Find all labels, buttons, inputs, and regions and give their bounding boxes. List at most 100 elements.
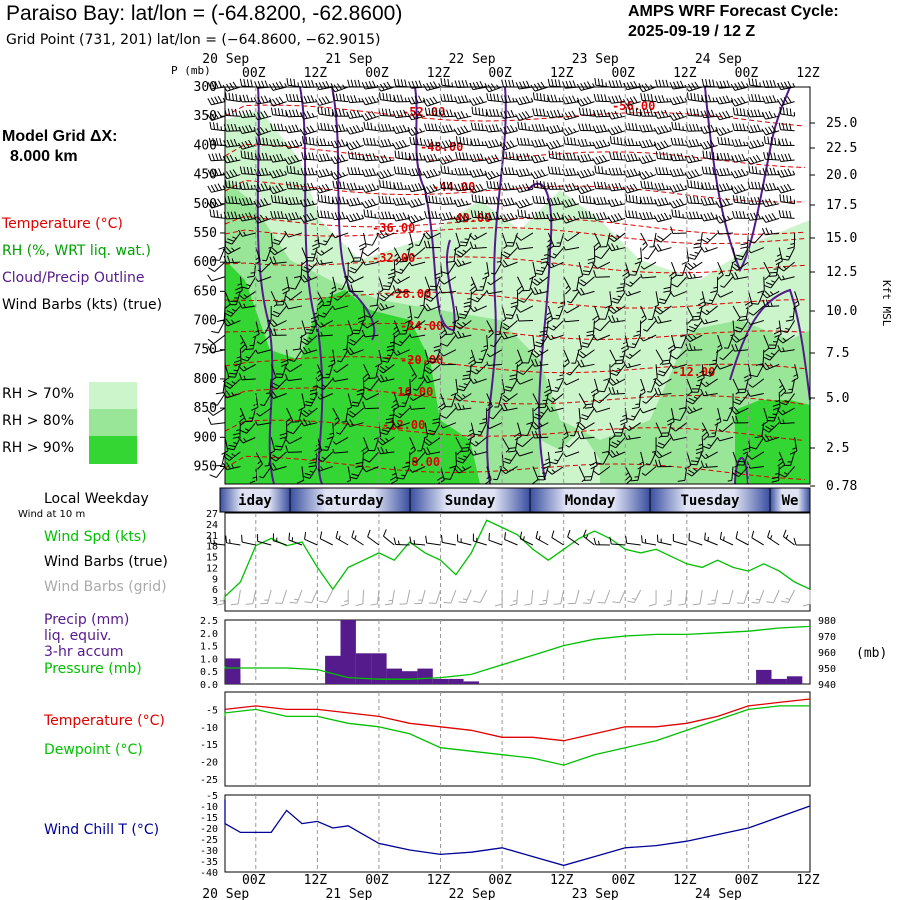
wind-barb — [725, 262, 734, 277]
weekday-cell — [649, 487, 771, 513]
wind-barb — [232, 422, 241, 439]
wind-barb — [609, 152, 626, 161]
wind-barb — [531, 276, 549, 286]
wind-barb — [289, 589, 303, 604]
wind-barb — [268, 184, 287, 195]
wind-barb — [754, 422, 765, 439]
wind-barb — [268, 319, 287, 328]
wind-barb — [422, 231, 441, 240]
wind-barb — [422, 184, 441, 195]
wind-barb — [593, 93, 610, 103]
kft-tick-label: 0.78 — [826, 479, 857, 494]
wind-barb — [703, 364, 719, 377]
wind-barb — [500, 197, 518, 207]
wind-barbs-grid-label: Wind Barbs (grid) — [44, 579, 167, 595]
wind-barb — [643, 320, 657, 332]
wind-barb — [486, 180, 503, 190]
wind-barb — [777, 334, 795, 344]
wind-barb — [654, 387, 672, 396]
top-date-label: 22 Sep — [449, 52, 496, 67]
wind-barb — [547, 94, 564, 103]
wind-barb — [347, 334, 364, 346]
wind-barb — [653, 125, 672, 135]
wind-speed-label: Wind Spd (kts) — [44, 529, 147, 545]
wind-barb — [349, 466, 364, 480]
wind-barb — [720, 276, 734, 288]
weekday-label: Saturday — [316, 493, 384, 509]
legend-rh: RH (%, WRT liq. wat.) — [2, 243, 151, 259]
wind-barb — [701, 166, 718, 176]
cloud-outline — [734, 457, 749, 485]
wind-barb — [627, 589, 642, 603]
weekday-label: Tuesday — [680, 493, 740, 509]
wind-barb — [577, 138, 595, 147]
wind-barb — [407, 126, 426, 137]
wind-barb — [345, 347, 364, 356]
wind-barb — [454, 95, 472, 104]
pressure-line — [224, 625, 811, 680]
dewpoint-label: Dewpoint (°C) — [44, 742, 143, 758]
temperature-contour-label: -24.00 — [400, 319, 443, 333]
wind-barb — [284, 436, 303, 445]
bottom-date-label: 22 Sep — [449, 887, 496, 900]
wind-barb — [486, 289, 503, 295]
wind-barb — [207, 80, 226, 90]
wind-barb — [455, 136, 472, 146]
wind-barb — [393, 78, 410, 88]
pressure-tick-label: 550 — [194, 226, 217, 241]
wind-barb — [592, 139, 611, 150]
wind-barb — [656, 364, 672, 377]
windchill-tick-label: -30 — [200, 846, 218, 857]
precip-bar — [756, 669, 772, 684]
wind-barb — [438, 276, 457, 285]
precip-tick-label: 0.5 — [200, 667, 218, 678]
legend-cloud: Cloud/Precip Outline — [2, 270, 145, 286]
wind-barb — [455, 437, 463, 456]
kft-tick-label: 7.5 — [826, 346, 849, 361]
wind-barb — [472, 533, 487, 546]
temperature-tick-label: -20 — [200, 758, 218, 769]
wind-barb — [423, 363, 441, 374]
wind-barb — [546, 466, 564, 475]
wind-barb — [576, 422, 595, 431]
wind-barb — [458, 589, 472, 604]
pressure-tick-label: 750 — [194, 343, 217, 358]
wind-barb — [519, 531, 534, 546]
dewpoint-line — [224, 705, 810, 766]
wind-barb — [733, 320, 749, 333]
wind-barb — [441, 535, 457, 546]
wind-barb — [761, 110, 780, 120]
rh70-fill-mid — [540, 430, 600, 484]
wind-barb — [469, 448, 487, 456]
wind-barb — [532, 92, 549, 103]
wind-barb — [392, 109, 410, 119]
wind-barb — [361, 258, 380, 266]
wind-barb — [692, 305, 703, 321]
wind-barb — [582, 529, 595, 546]
wind-barb — [370, 589, 380, 606]
wind-barb — [653, 450, 672, 459]
wind-barb — [331, 211, 349, 221]
wind-barb — [365, 232, 380, 246]
wind-barb — [270, 195, 288, 205]
wind-barb — [751, 589, 765, 604]
wind-barb — [510, 291, 519, 308]
wind-barb — [486, 93, 503, 103]
wind-barb — [593, 196, 611, 205]
wind-barb — [377, 363, 395, 374]
wind-barb — [410, 247, 426, 257]
wind-barb — [238, 301, 256, 309]
wind-barb — [299, 274, 318, 283]
wind-barb — [516, 363, 534, 376]
wind-barb — [669, 80, 687, 90]
wind-barb — [530, 349, 549, 358]
wind-barb — [700, 124, 719, 134]
wind-barb — [717, 290, 734, 298]
wind-barb — [684, 406, 703, 415]
wind-barb — [438, 286, 456, 294]
wind-barb — [501, 167, 518, 176]
wind-barb — [484, 170, 503, 180]
pressure-axis-label: P (mb) — [171, 64, 211, 77]
wind-barb — [345, 212, 364, 223]
cloud-outline — [729, 288, 811, 401]
